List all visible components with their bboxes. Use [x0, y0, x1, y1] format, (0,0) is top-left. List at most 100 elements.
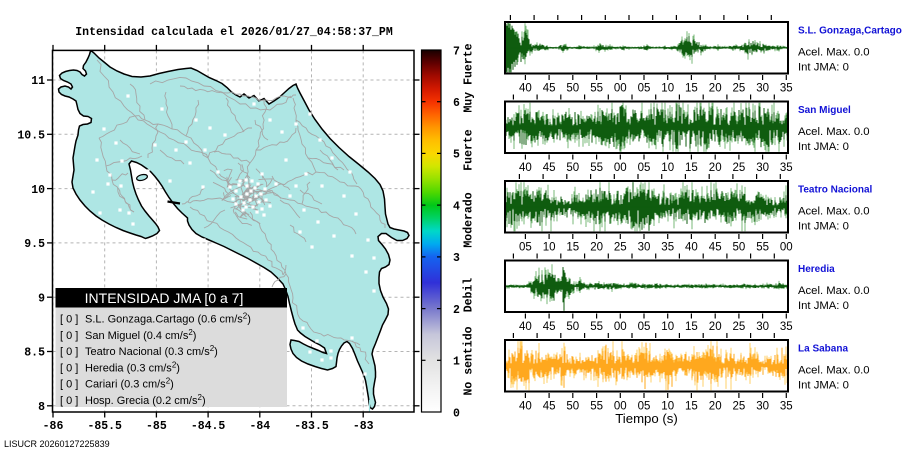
svg-text:25: 25 — [733, 162, 746, 174]
svg-text:Acel. Max. 0.0: Acel. Max. 0.0 — [798, 365, 870, 377]
svg-text:25: 25 — [733, 401, 746, 413]
svg-text:15: 15 — [685, 401, 698, 413]
svg-text:-85: -85 — [146, 420, 167, 433]
svg-text:00: 00 — [780, 242, 793, 254]
svg-text:6: 6 — [453, 97, 460, 110]
svg-text:30: 30 — [756, 162, 769, 174]
svg-text:35: 35 — [780, 83, 793, 95]
svg-text:50: 50 — [733, 242, 746, 254]
svg-text:10: 10 — [543, 242, 556, 254]
svg-text:Acel. Max. 0.0: Acel. Max. 0.0 — [798, 206, 870, 218]
svg-text:55: 55 — [590, 83, 603, 95]
svg-text:8.5: 8.5 — [24, 347, 45, 360]
svg-text:20: 20 — [709, 401, 722, 413]
svg-text:11: 11 — [31, 75, 45, 88]
svg-text:Tiempo (s): Tiempo (s) — [615, 411, 678, 426]
svg-text:20: 20 — [709, 83, 722, 95]
svg-text:Int JMA: 0: Int JMA: 0 — [798, 141, 849, 153]
svg-text:15: 15 — [566, 242, 579, 254]
svg-text:3: 3 — [453, 252, 460, 265]
svg-text:45: 45 — [543, 401, 556, 413]
svg-text:Heredia: Heredia — [798, 264, 835, 275]
svg-text:Int JMA: 0: Int JMA: 0 — [798, 61, 849, 73]
svg-text:20: 20 — [709, 162, 722, 174]
svg-text:Hosp. Grecia (0.2 cm/s2): Hosp. Grecia (0.2 cm/s2) — [85, 393, 206, 407]
svg-text:San Miguel: San Miguel — [798, 105, 851, 116]
svg-text:2: 2 — [453, 304, 460, 317]
svg-text:25: 25 — [614, 242, 627, 254]
svg-text:15: 15 — [685, 83, 698, 95]
svg-text:[ 0 ]: [ 0 ] — [60, 314, 78, 326]
svg-text:[ 0 ]: [ 0 ] — [60, 362, 78, 374]
svg-text:35: 35 — [780, 321, 793, 333]
svg-text:10: 10 — [661, 83, 674, 95]
svg-text:Acel. Max. 0.0: Acel. Max. 0.0 — [798, 126, 870, 138]
svg-text:Acel. Max. 0.0: Acel. Max. 0.0 — [798, 285, 870, 297]
svg-text:No sentido: No sentido — [463, 326, 476, 395]
svg-text:05: 05 — [638, 401, 651, 413]
svg-text:Int JMA: 0: Int JMA: 0 — [798, 220, 849, 232]
svg-text:00: 00 — [614, 83, 627, 95]
svg-text:S.L. Gonzaga.Cartago (0.6 cm/s: S.L. Gonzaga.Cartago (0.6 cm/s2) — [85, 312, 251, 326]
svg-text:55: 55 — [590, 401, 603, 413]
svg-text:0: 0 — [453, 407, 460, 420]
svg-text:00: 00 — [614, 162, 627, 174]
svg-text:00: 00 — [614, 401, 627, 413]
svg-text:10: 10 — [661, 162, 674, 174]
svg-text:INTENSIDAD JMA [0 a 7]: INTENSIDAD JMA [0 a 7] — [85, 290, 244, 306]
svg-text:40: 40 — [519, 162, 532, 174]
svg-text:50: 50 — [566, 162, 579, 174]
svg-text:Teatro Nacional: Teatro Nacional — [798, 185, 872, 196]
svg-text:10: 10 — [661, 321, 674, 333]
svg-text:9: 9 — [38, 292, 45, 305]
svg-text:50: 50 — [566, 401, 579, 413]
svg-text:[ 0 ]: [ 0 ] — [60, 395, 78, 407]
svg-text:Heredia (0.3 cm/s2): Heredia (0.3 cm/s2) — [85, 360, 180, 374]
svg-text:4: 4 — [453, 200, 460, 213]
svg-text:S.L. Gonzaga,Cartago: S.L. Gonzaga,Cartago — [798, 26, 902, 37]
svg-text:LISUCR 20260127225839: LISUCR 20260127225839 — [4, 439, 110, 449]
svg-text:30: 30 — [638, 242, 651, 254]
svg-text:20: 20 — [590, 242, 603, 254]
svg-text:45: 45 — [543, 162, 556, 174]
svg-text:30: 30 — [756, 83, 769, 95]
svg-text:Moderado: Moderado — [463, 192, 476, 247]
svg-text:1: 1 — [453, 356, 460, 369]
svg-text:-83: -83 — [353, 420, 374, 433]
svg-text:-83.5: -83.5 — [294, 420, 329, 433]
svg-text:-85.5: -85.5 — [87, 420, 122, 433]
svg-text:-84.5: -84.5 — [191, 420, 226, 433]
svg-text:25: 25 — [733, 83, 746, 95]
svg-text:La Sabana: La Sabana — [798, 344, 848, 355]
svg-text:40: 40 — [519, 401, 532, 413]
svg-text:Muy Fuerte: Muy Fuerte — [463, 43, 476, 112]
svg-text:10: 10 — [31, 184, 45, 197]
svg-text:35: 35 — [780, 401, 793, 413]
svg-text:9.5: 9.5 — [24, 238, 45, 251]
svg-text:Int JMA: 0: Int JMA: 0 — [798, 300, 849, 312]
svg-text:05: 05 — [519, 242, 532, 254]
svg-text:[ 0 ]: [ 0 ] — [60, 346, 78, 358]
svg-text:45: 45 — [709, 242, 722, 254]
svg-text:30: 30 — [756, 321, 769, 333]
svg-text:45: 45 — [543, 321, 556, 333]
svg-text:Teatro Nacional (0.3 cm/s2): Teatro Nacional (0.3 cm/s2) — [85, 344, 218, 358]
svg-text:10.5: 10.5 — [17, 130, 45, 143]
svg-text:05: 05 — [638, 83, 651, 95]
svg-text:Debil: Debil — [463, 278, 476, 313]
svg-text:8: 8 — [38, 401, 45, 414]
svg-text:Intensidad calculada el 2026/0: Intensidad calculada el 2026/01/27_04:58… — [75, 26, 393, 39]
svg-text:05: 05 — [638, 162, 651, 174]
svg-text:Acel. Max. 0.0: Acel. Max. 0.0 — [798, 47, 870, 59]
svg-text:55: 55 — [590, 162, 603, 174]
svg-text:25: 25 — [733, 321, 746, 333]
svg-text:5: 5 — [453, 149, 460, 162]
svg-text:55: 55 — [756, 242, 769, 254]
svg-text:Cariari (0.3 cm/s2): Cariari (0.3 cm/s2) — [85, 377, 174, 391]
svg-text:7: 7 — [453, 45, 460, 58]
svg-text:40: 40 — [519, 321, 532, 333]
svg-text:10: 10 — [661, 401, 674, 413]
svg-text:50: 50 — [566, 321, 579, 333]
svg-text:20: 20 — [709, 321, 722, 333]
svg-text:05: 05 — [638, 321, 651, 333]
